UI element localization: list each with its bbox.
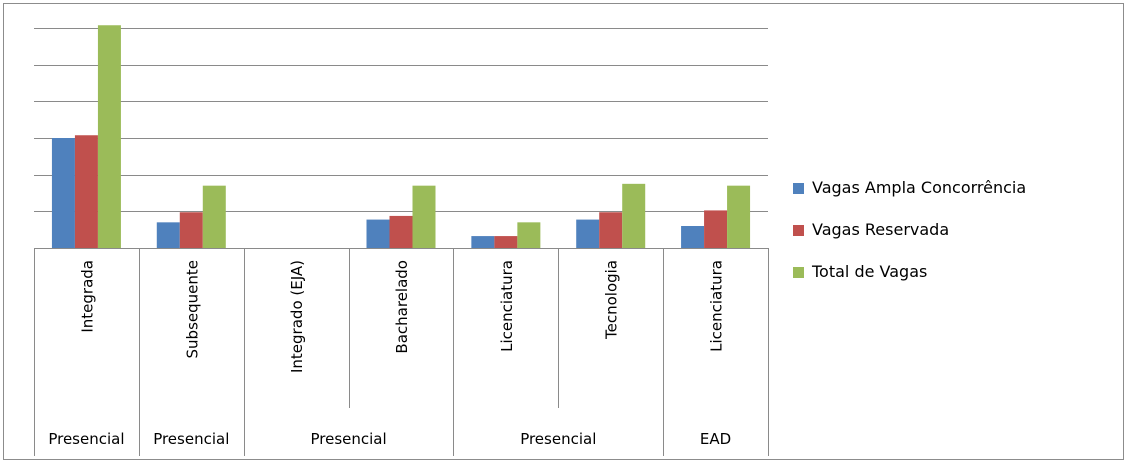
legend-swatch bbox=[793, 267, 804, 278]
x-tick-label: Licenciatura bbox=[708, 260, 726, 352]
bar bbox=[51, 138, 75, 248]
bar bbox=[412, 185, 436, 248]
x-tick-label: Integrado (EJA) bbox=[288, 260, 306, 373]
bar bbox=[494, 236, 518, 248]
bar bbox=[74, 135, 98, 248]
bar bbox=[389, 215, 413, 248]
x-axis: Integrada Subsequente Integrado (EJA) Bacha… bbox=[34, 248, 769, 456]
bar bbox=[97, 25, 121, 248]
bar bbox=[681, 226, 705, 248]
legend-item[interactable]: Vagas Ampla Concorrência bbox=[793, 178, 1026, 197]
bar bbox=[366, 219, 390, 248]
legend-swatch bbox=[793, 225, 804, 236]
x-group-label: EAD bbox=[700, 430, 731, 448]
bar bbox=[727, 185, 751, 248]
bar bbox=[156, 222, 180, 248]
bar bbox=[179, 212, 203, 248]
bar bbox=[202, 185, 226, 248]
x-tick-label: Licenciatura bbox=[498, 260, 516, 352]
x-group-label: Presencial bbox=[48, 430, 124, 448]
legend-label: Vagas Ampla Concorrência bbox=[812, 178, 1026, 197]
legend-swatch bbox=[793, 183, 804, 194]
x-tick-label: Subsequente bbox=[183, 260, 201, 358]
x-group-label: Presencial bbox=[153, 430, 229, 448]
gridlines bbox=[34, 28, 768, 212]
legend[interactable]: Vagas Ampla Concorrência Vagas Reservada T… bbox=[793, 178, 1026, 281]
x-group-label: Presencial bbox=[310, 430, 386, 448]
bar bbox=[576, 219, 600, 248]
x-group-label: Presencial bbox=[520, 430, 596, 448]
bar bbox=[471, 236, 495, 248]
bars bbox=[51, 25, 751, 248]
bar bbox=[704, 210, 728, 248]
x-tick-label: Tecnologia bbox=[603, 260, 621, 340]
bar bbox=[517, 222, 541, 248]
legend-item[interactable]: Vagas Reservada bbox=[793, 220, 949, 239]
x-tick-label: Bacharelado bbox=[393, 260, 411, 354]
x-tick-label: Integrada bbox=[78, 260, 96, 333]
legend-label: Vagas Reservada bbox=[812, 220, 949, 239]
bar bbox=[599, 212, 623, 248]
bar bbox=[622, 183, 646, 248]
legend-label: Total de Vagas bbox=[811, 262, 927, 281]
legend-item[interactable]: Total de Vagas bbox=[793, 262, 927, 281]
